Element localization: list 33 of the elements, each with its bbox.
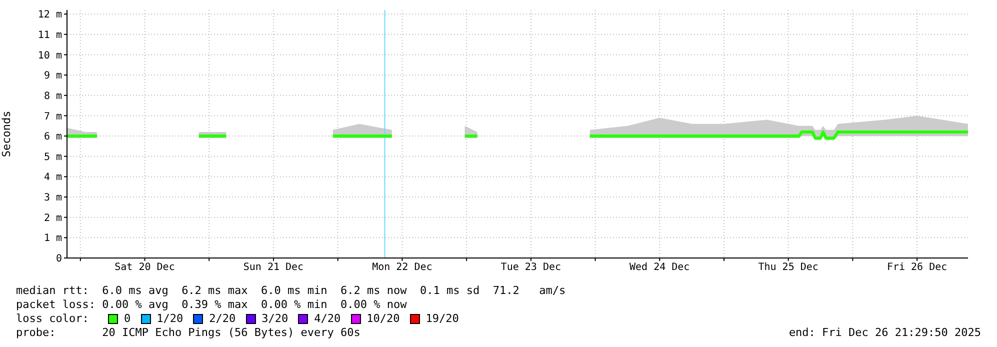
- y-tick-label: 6 m: [44, 132, 62, 143]
- text: packet loss: 0.00 % avg 0.39 % max 0.00 % min 0.00 % now: [16, 298, 408, 312]
- x-tick-label: Sun 21 Dec: [243, 262, 304, 274]
- y-tick-label: 7 m: [44, 111, 62, 122]
- y-tick-label: 0: [56, 254, 62, 265]
- y-tick-label: 1 m: [44, 233, 62, 244]
- legend-label: 4/20: [314, 312, 341, 326]
- legend-label: 3/20: [262, 312, 288, 326]
- y-tick-label: 8 m: [44, 90, 62, 102]
- y-tick-label: 10 m: [38, 50, 62, 62]
- x-tick-label: Wed 24 Dec: [630, 262, 690, 274]
- text: median rtt: 6.0 ms avg 6.2 ms max 6.0 ms min 6.2 ms now 0.1 ms sd 71.2 am/s: [16, 284, 567, 298]
- x-tick-label: Fri 26 Dec: [886, 262, 948, 274]
- legend-title: loss color:: [16, 312, 90, 326]
- x-tick-label: Sat 20 Dec: [114, 262, 175, 274]
- y-tick-label: 11 m: [38, 30, 62, 41]
- y-tick-label: 9 m: [44, 70, 62, 82]
- text: end: Fri Dec 26 21:29:50 2025: [788, 326, 981, 340]
- y-tick-label: 3 m: [44, 192, 62, 204]
- legend-label: 2/20: [209, 312, 236, 326]
- y-tick-label: 2 m: [44, 212, 62, 224]
- legend-label: 10/20: [366, 312, 400, 326]
- y-tick-label: 4 m: [44, 172, 62, 184]
- y-axis-title: Seconds: [0, 110, 13, 158]
- legend-label: 1/20: [156, 312, 184, 326]
- x-tick-label: Thu 25 Dec: [758, 262, 818, 274]
- legend-label: 0: [124, 312, 131, 326]
- x-tick-label: Tue 23 Dec: [500, 262, 562, 274]
- y-tick-label: 5 m: [44, 152, 62, 163]
- legend-label: 19/20: [426, 312, 459, 326]
- y-tick-label: 12 m: [38, 10, 62, 21]
- x-tick-label: Mon 22 Dec: [372, 262, 432, 274]
- text: probe: 20 ICMP Echo Pings (56 Bytes) every 60s: [16, 326, 360, 340]
